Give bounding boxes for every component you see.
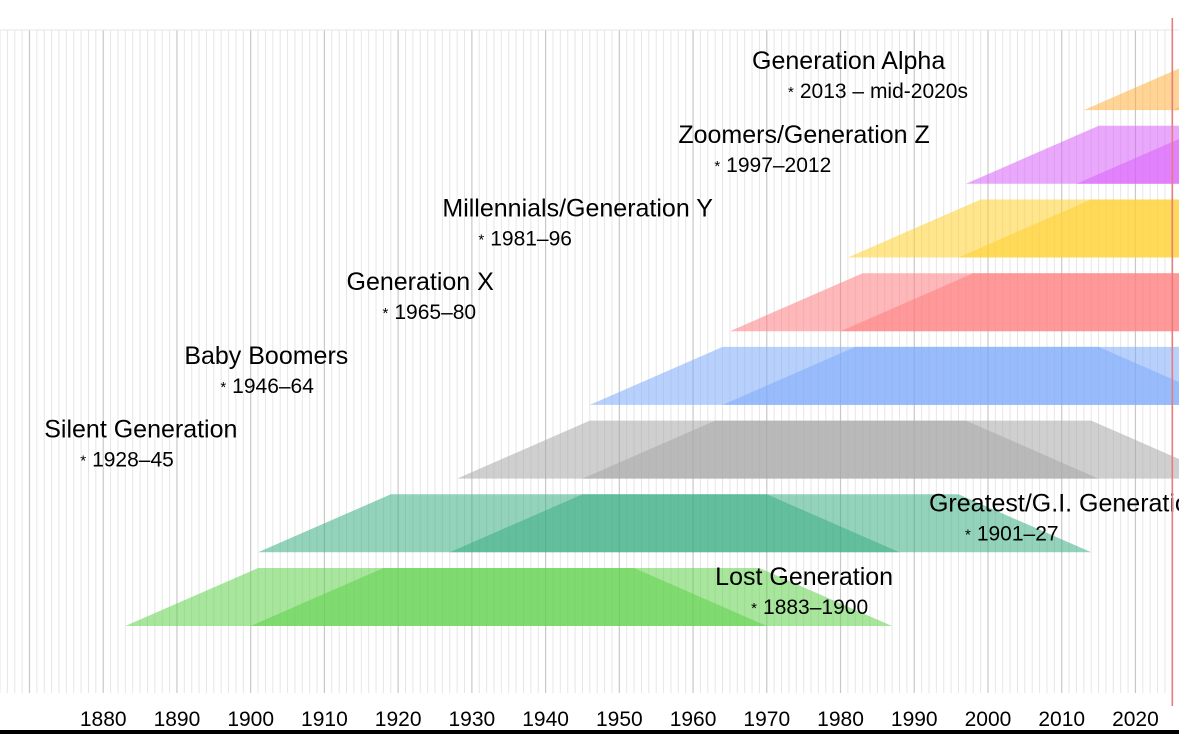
generation-band — [457, 420, 1179, 479]
generation-band — [729, 273, 1179, 332]
band-latest-birth — [250, 568, 893, 626]
generation-years: * 1883–1900 — [751, 596, 868, 619]
generation-band — [1083, 68, 1179, 111]
generation-label: Generation Alpha * 2013 – mid-2020s — [752, 47, 968, 103]
generation-band — [258, 494, 1092, 553]
generation-years: * 1997–2012 — [714, 154, 831, 177]
tick-label: 1950 — [596, 708, 643, 731]
tick-label: 1900 — [227, 708, 274, 731]
x-axis-baseline — [0, 730, 1179, 734]
band-latest-birth — [958, 199, 1179, 258]
band-earliest-birth — [1083, 68, 1179, 111]
generation-years: * 1946–64 — [220, 375, 314, 398]
generation-years: * 1965–80 — [383, 301, 477, 324]
generation-label: Generation X * 1965–80 — [347, 268, 495, 324]
generation-label: Baby Boomers * 1946–64 — [184, 342, 348, 398]
tick-label: 1960 — [670, 708, 717, 731]
generation-name: Generation Alpha — [752, 47, 945, 75]
generation-band — [589, 346, 1179, 405]
band-latest-birth — [840, 273, 1179, 332]
tick-label: 1930 — [449, 708, 496, 731]
generation-name: Zoomers/Generation Z — [678, 121, 930, 149]
generation-name: Lost Generation — [715, 563, 893, 591]
generation-name: Greatest/G.I. Generation — [929, 489, 1179, 517]
band-latest-birth — [582, 420, 1179, 479]
generation-label: Greatest/G.I. Generation * 1901–27 — [929, 489, 1179, 545]
generation-name: Baby Boomers — [184, 342, 348, 370]
tick-label: 1920 — [375, 708, 422, 731]
generation-label: Zoomers/Generation Z * 1997–2012 — [678, 121, 930, 177]
tick-label: 1980 — [817, 708, 864, 731]
generation-name: Generation X — [347, 268, 495, 296]
x-axis-ticks: 1880 1890 1900 1910 1920 1930 1940 1950 1960 1970… — [80, 708, 1159, 731]
generation-label: Millennials/Generation Y * 1981–96 — [442, 195, 713, 251]
tick-label: 1940 — [522, 708, 569, 731]
generation-band — [847, 199, 1179, 258]
band-latest-birth — [1076, 138, 1179, 184]
generation-label: Lost Generation * 1883–1900 — [715, 563, 893, 619]
generation-name: Millennials/Generation Y — [442, 195, 713, 223]
tick-label: 1970 — [743, 708, 790, 731]
generation-name: Silent Generation — [44, 416, 237, 444]
generation-years: * 2013 – mid-2020s — [788, 80, 968, 103]
tick-label: 1990 — [891, 708, 938, 731]
band-latest-birth — [1172, 107, 1179, 111]
generation-label: Silent Generation * 1928–45 — [44, 416, 237, 472]
generation-band — [125, 568, 893, 626]
tick-label: 1880 — [80, 708, 127, 731]
tick-label: 1910 — [301, 708, 348, 731]
band-latest-birth — [722, 346, 1179, 405]
generation-labels: Lost Generation * 1883–1900 Greatest/G.I. G… — [44, 47, 1179, 619]
tick-label: 1890 — [154, 708, 201, 731]
tick-label: 2020 — [1112, 708, 1159, 731]
tick-label: 2000 — [965, 708, 1012, 731]
band-latest-birth — [449, 494, 1092, 553]
generation-years: * 1981–96 — [478, 228, 572, 251]
tick-label: 2010 — [1038, 708, 1085, 731]
generation-years: * 1928–45 — [80, 449, 174, 472]
generation-band — [965, 125, 1179, 184]
generation-bands — [125, 68, 1179, 626]
generation-years: * 1901–27 — [965, 522, 1059, 545]
